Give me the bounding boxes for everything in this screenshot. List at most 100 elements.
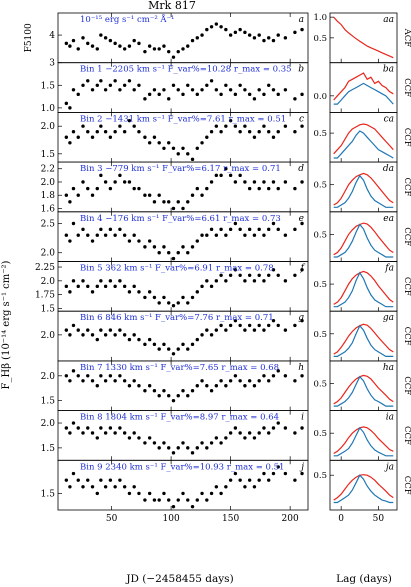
data-point-e xyxy=(108,227,113,232)
data-point-j xyxy=(209,491,214,496)
data-point-g xyxy=(132,333,136,337)
data-point-a xyxy=(276,33,280,37)
data-point-e xyxy=(157,251,161,255)
data-point-f xyxy=(95,284,99,289)
data-point-f xyxy=(205,279,209,283)
data-point-j xyxy=(152,498,157,502)
ccf-blue-line-ja xyxy=(333,474,394,504)
data-point-g xyxy=(243,328,247,332)
ytick-label-e: 2.5 xyxy=(41,219,56,229)
data-point-j xyxy=(219,491,223,496)
data-point-e xyxy=(233,221,238,226)
data-point-i xyxy=(219,441,223,445)
data-point-d xyxy=(143,193,147,197)
ccf-panel-ba: 0.0 ba CCF xyxy=(313,65,411,113)
data-point-d xyxy=(132,186,136,191)
data-point-a xyxy=(200,33,204,37)
data-point-a xyxy=(186,44,190,48)
data-point-b xyxy=(81,83,85,87)
data-point-a xyxy=(90,44,95,48)
data-point-f xyxy=(171,303,176,308)
data-point-g xyxy=(262,328,266,332)
data-point-b xyxy=(90,88,95,92)
data-point-i xyxy=(71,421,76,425)
xtick-label: 50 xyxy=(106,514,118,524)
data-point-d xyxy=(64,193,69,197)
data-point-g xyxy=(167,347,171,351)
data-point-i xyxy=(243,436,247,440)
data-point-h xyxy=(103,379,108,383)
ccf-letter-ia: ia xyxy=(386,413,394,423)
data-point-j xyxy=(186,498,190,502)
data-point-g xyxy=(171,352,176,356)
data-point-a xyxy=(152,47,157,51)
data-point-f xyxy=(147,290,152,294)
ccf-ytick-label-ba: 0.0 xyxy=(313,92,327,102)
data-point-c xyxy=(118,124,122,128)
data-point-h xyxy=(86,374,90,378)
panel-letter-a: a xyxy=(299,15,304,25)
ccf-side-label-ea: CCF xyxy=(402,227,411,246)
data-point-b xyxy=(238,83,242,87)
ccf-red-line-ia xyxy=(333,426,394,455)
panel-label-h: Bin 7 1330 km s⁻¹ F_var%=7.65 r_max = 0.… xyxy=(80,363,279,373)
data-point-i xyxy=(205,446,209,450)
data-point-g xyxy=(64,328,69,332)
data-point-g xyxy=(200,333,204,337)
ytick-label-a: 4 xyxy=(49,31,55,41)
data-point-j xyxy=(190,504,195,509)
data-point-j xyxy=(224,485,228,489)
data-point-j xyxy=(157,498,161,502)
data-point-d xyxy=(276,186,280,191)
data-point-c xyxy=(200,141,204,145)
data-point-a xyxy=(81,36,85,40)
ccf-ytick-label-ca: 0.5 xyxy=(313,129,327,139)
data-point-d xyxy=(233,180,238,184)
data-point-e xyxy=(68,239,72,243)
data-point-j xyxy=(71,471,76,476)
data-point-b xyxy=(103,88,108,92)
data-point-e xyxy=(283,233,288,237)
data-point-f xyxy=(233,268,238,272)
data-point-d xyxy=(118,173,122,178)
data-point-c xyxy=(267,130,271,134)
data-point-b xyxy=(68,106,72,110)
data-point-c xyxy=(195,146,199,150)
data-point-f xyxy=(271,268,276,272)
panel-f: 1.5 1.75 2.0 2.25 Bin 5 362 km s⁻¹ F_var%=6.… xyxy=(35,261,306,314)
ccf-side-label-da: CCF xyxy=(402,177,411,196)
data-point-f xyxy=(276,273,280,278)
data-point-e xyxy=(214,233,219,237)
data-point-a xyxy=(137,41,141,46)
data-point-e xyxy=(99,227,103,232)
data-point-i xyxy=(152,441,157,445)
data-point-i xyxy=(147,436,152,440)
ccf-letter-aa: aa xyxy=(383,15,394,25)
ytick-label-f: 1.5 xyxy=(41,304,56,314)
data-point-d xyxy=(271,180,276,184)
data-point-j xyxy=(200,491,204,496)
data-point-j xyxy=(143,498,147,502)
data-point-c xyxy=(99,124,103,128)
data-point-e xyxy=(195,239,199,243)
data-point-i xyxy=(103,431,108,435)
data-point-j xyxy=(147,491,152,496)
data-point-b xyxy=(127,79,132,83)
data-point-f xyxy=(300,268,304,272)
ccf-ytick-label-ia: 0.5 xyxy=(313,429,327,439)
data-point-j xyxy=(171,504,176,509)
ccf-panel-ha: 0.5 ha CCF xyxy=(313,363,411,411)
data-point-b xyxy=(181,92,185,97)
ccf-panel-ca: 0.5 ca CCF xyxy=(313,114,411,163)
data-point-g xyxy=(257,323,261,328)
data-point-f xyxy=(137,290,141,294)
ccf-panel-ga: 0.5 ga CCF xyxy=(313,313,411,361)
right-x-axis-label: Lag (days) xyxy=(336,573,392,585)
data-point-d xyxy=(176,200,180,204)
data-point-e xyxy=(247,227,252,232)
data-point-c xyxy=(122,130,127,134)
data-point-g xyxy=(127,337,132,342)
data-point-d xyxy=(86,186,90,191)
ccf-blue-line-ia xyxy=(333,426,394,457)
data-point-c xyxy=(224,124,228,128)
